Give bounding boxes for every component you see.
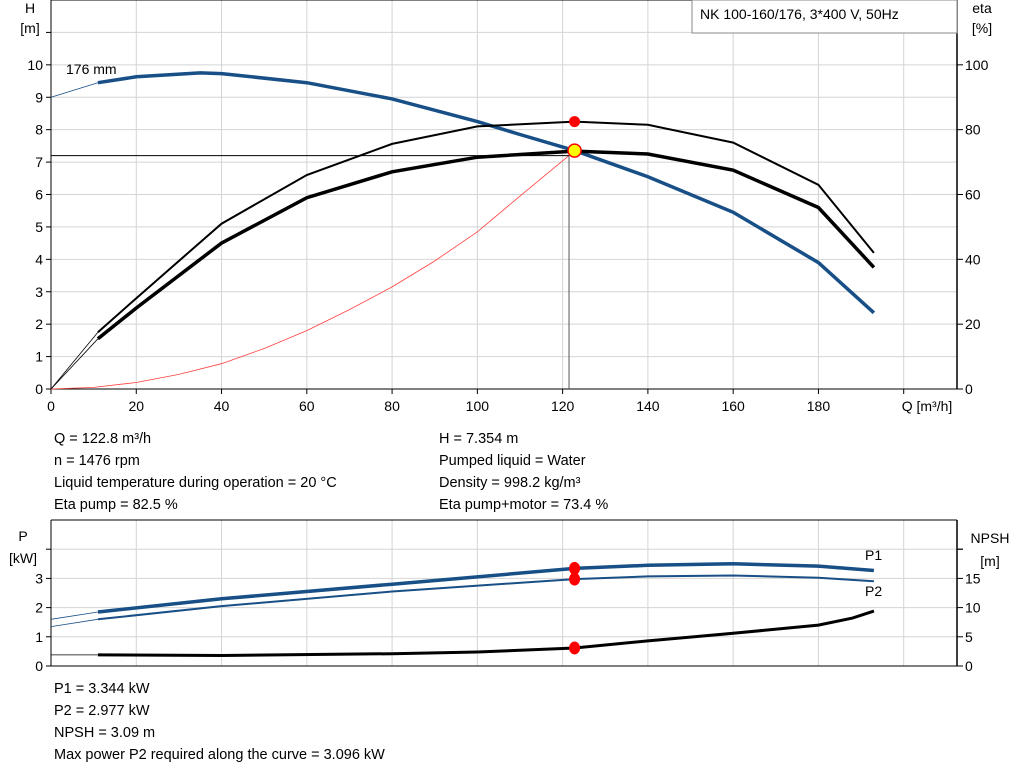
p2-duty-marker: [569, 572, 581, 586]
y-tick-label-right: 0: [965, 658, 973, 674]
eta-pump-extrapolated-line: [50, 332, 99, 390]
info-head: H = 7.354 m: [439, 431, 519, 447]
x-tick-label: 60: [299, 398, 315, 414]
y-tick-label-left: 8: [35, 122, 43, 138]
y-axis-label-right-unit: [%]: [972, 20, 992, 36]
y-tick-label-right: 40: [965, 251, 981, 267]
curve-label: 176 mm: [66, 61, 117, 77]
info-p1: P1 = 3.344 kW: [54, 681, 150, 697]
y-tick-label-left: 3: [35, 570, 43, 586]
info-npsh: NPSH = 3.09 m: [54, 725, 156, 741]
y-tick-label-right: 100: [965, 57, 989, 73]
info-eta-pump-motor: Eta pump+motor = 73.4 %: [439, 497, 609, 513]
y-tick-label-left: 3: [35, 284, 43, 300]
p1-curve: [97, 562, 875, 614]
info-density: Density = 998.2 kg/m³: [439, 475, 581, 491]
y-tick-label-left: 4: [35, 251, 43, 267]
y-axis-label-right-unit: [m]: [980, 553, 999, 569]
info-top-left: Q = 122.8 m³/h n = 1476 rpm Liquid tempe…: [54, 428, 337, 516]
eta-pump-motor-extrapolated-line: [50, 338, 99, 390]
h-curve: [97, 71, 876, 315]
x-tick-label: 160: [721, 398, 745, 414]
p1-label: P1: [865, 547, 882, 563]
p1-duty-marker: [569, 561, 581, 575]
y-axis-label-left: H: [25, 0, 35, 16]
info-liquid-temp: Liquid temperature during operation = 20…: [54, 475, 337, 491]
y-axis-label-right: eta: [972, 0, 992, 16]
y-tick-label-left: 9: [35, 89, 43, 105]
p2-label: P2: [865, 583, 882, 599]
y-tick-label-right: 60: [965, 187, 981, 203]
info-eta-pump: Eta pump = 82.5 %: [54, 497, 178, 513]
y-tick-label-left: 1: [35, 629, 43, 645]
system-curve-curve: [50, 155, 570, 390]
y-axis-label-left: P: [18, 528, 27, 544]
npsh-curve: [97, 609, 875, 658]
x-tick-label: 80: [384, 398, 400, 414]
x-tick-label: 100: [466, 398, 490, 414]
y-tick-label-left: 0: [35, 381, 43, 397]
duty-point-marker: [567, 143, 582, 158]
title-box: [691, 0, 958, 34]
y-axis-label-right: NPSH: [971, 530, 1010, 546]
info-speed: n = 1476 rpm: [54, 453, 140, 469]
y-tick-label-left: 6: [35, 187, 43, 203]
x-tick-label: 20: [128, 398, 144, 414]
x-tick-label: 40: [214, 398, 230, 414]
chart-title: NK 100-160/176, 3*400 V, 50Hz: [700, 6, 899, 22]
y-tick-label-left: 1: [35, 349, 43, 365]
info-top-right: H = 7.354 m Pumped liquid = Water Densit…: [439, 428, 608, 516]
p2-extrapolated-line: [50, 618, 98, 627]
eta-pump-motor-curve: [96, 149, 876, 341]
p1-extrapolated-line: [50, 611, 98, 620]
info-pumped-liquid: Pumped liquid = Water: [439, 453, 586, 469]
y-tick-label-right: 20: [965, 316, 981, 332]
y-tick-label-right: 5: [965, 629, 973, 645]
eta-pump-duty-marker: [569, 116, 581, 128]
info-bottom: P1 = 3.344 kW P2 = 2.977 kW NPSH = 3.09 …: [54, 678, 385, 766]
info-max-power: Max power P2 required along the curve = …: [54, 747, 385, 763]
x-axis-label: Q [m³/h]: [902, 398, 953, 414]
npsh-duty-marker: [569, 641, 581, 655]
x-tick-label: 120: [551, 398, 575, 414]
y-tick-label-right: 80: [965, 122, 981, 138]
x-tick-label: 140: [636, 398, 660, 414]
y-axis-label-left-unit: [kW]: [9, 550, 37, 566]
info-p2: P2 = 2.977 kW: [54, 703, 150, 719]
y-axis-label-left-unit: [m]: [20, 20, 39, 36]
y-tick-label-left: 5: [35, 219, 43, 235]
info-flow: Q = 122.8 m³/h: [54, 431, 152, 447]
y-tick-label-left: 2: [35, 316, 43, 332]
y-tick-label-left: 10: [27, 57, 43, 73]
y-tick-label-right: 15: [965, 570, 981, 586]
y-tick-label-right: 0: [965, 381, 973, 397]
y-tick-label-right: 10: [965, 600, 981, 616]
x-tick-label: 0: [47, 398, 55, 414]
y-tick-label-left: 7: [35, 154, 43, 170]
p2-curve: [97, 574, 874, 621]
x-tick-label: 180: [807, 398, 831, 414]
eta-pump-curve: [97, 120, 875, 334]
y-tick-label-left: 2: [35, 600, 43, 616]
y-tick-label-left: 0: [35, 658, 43, 674]
h-extrapolated-line: [50, 82, 99, 98]
